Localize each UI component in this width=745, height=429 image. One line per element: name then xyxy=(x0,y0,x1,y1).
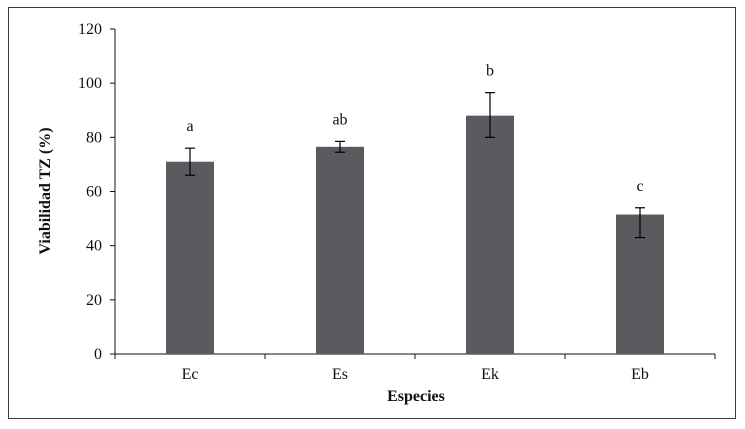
significance-label: c xyxy=(636,178,643,195)
y-axis: 0 20 40 60 80 100 120 xyxy=(78,21,116,363)
x-tick-label: Eb xyxy=(631,366,649,383)
y-tick-label: 0 xyxy=(94,346,102,363)
bar xyxy=(466,115,514,355)
chart-frame xyxy=(8,7,736,419)
x-tick-label: Es xyxy=(332,366,348,383)
y-tick-label: 120 xyxy=(78,21,102,38)
bar xyxy=(316,146,364,354)
x-axis: Ec Es Ek Eb xyxy=(114,353,716,383)
y-axis-title: Viabilidad TZ (%) xyxy=(37,127,54,254)
y-tick-label: 100 xyxy=(78,75,102,92)
significance-label: ab xyxy=(332,111,347,128)
y-tick-label: 60 xyxy=(86,184,102,201)
y-tick-label: 40 xyxy=(86,238,102,255)
x-tick-label: Ec xyxy=(182,366,199,383)
significance-label: a xyxy=(186,118,193,135)
y-tick-label: 20 xyxy=(86,292,102,309)
x-tick-label: Ek xyxy=(481,366,499,383)
bar xyxy=(166,161,214,354)
significance-label: b xyxy=(486,63,494,80)
x-axis-title: Especies xyxy=(387,388,445,405)
y-tick-label: 80 xyxy=(86,129,102,146)
bars: a ab b c xyxy=(166,63,664,355)
